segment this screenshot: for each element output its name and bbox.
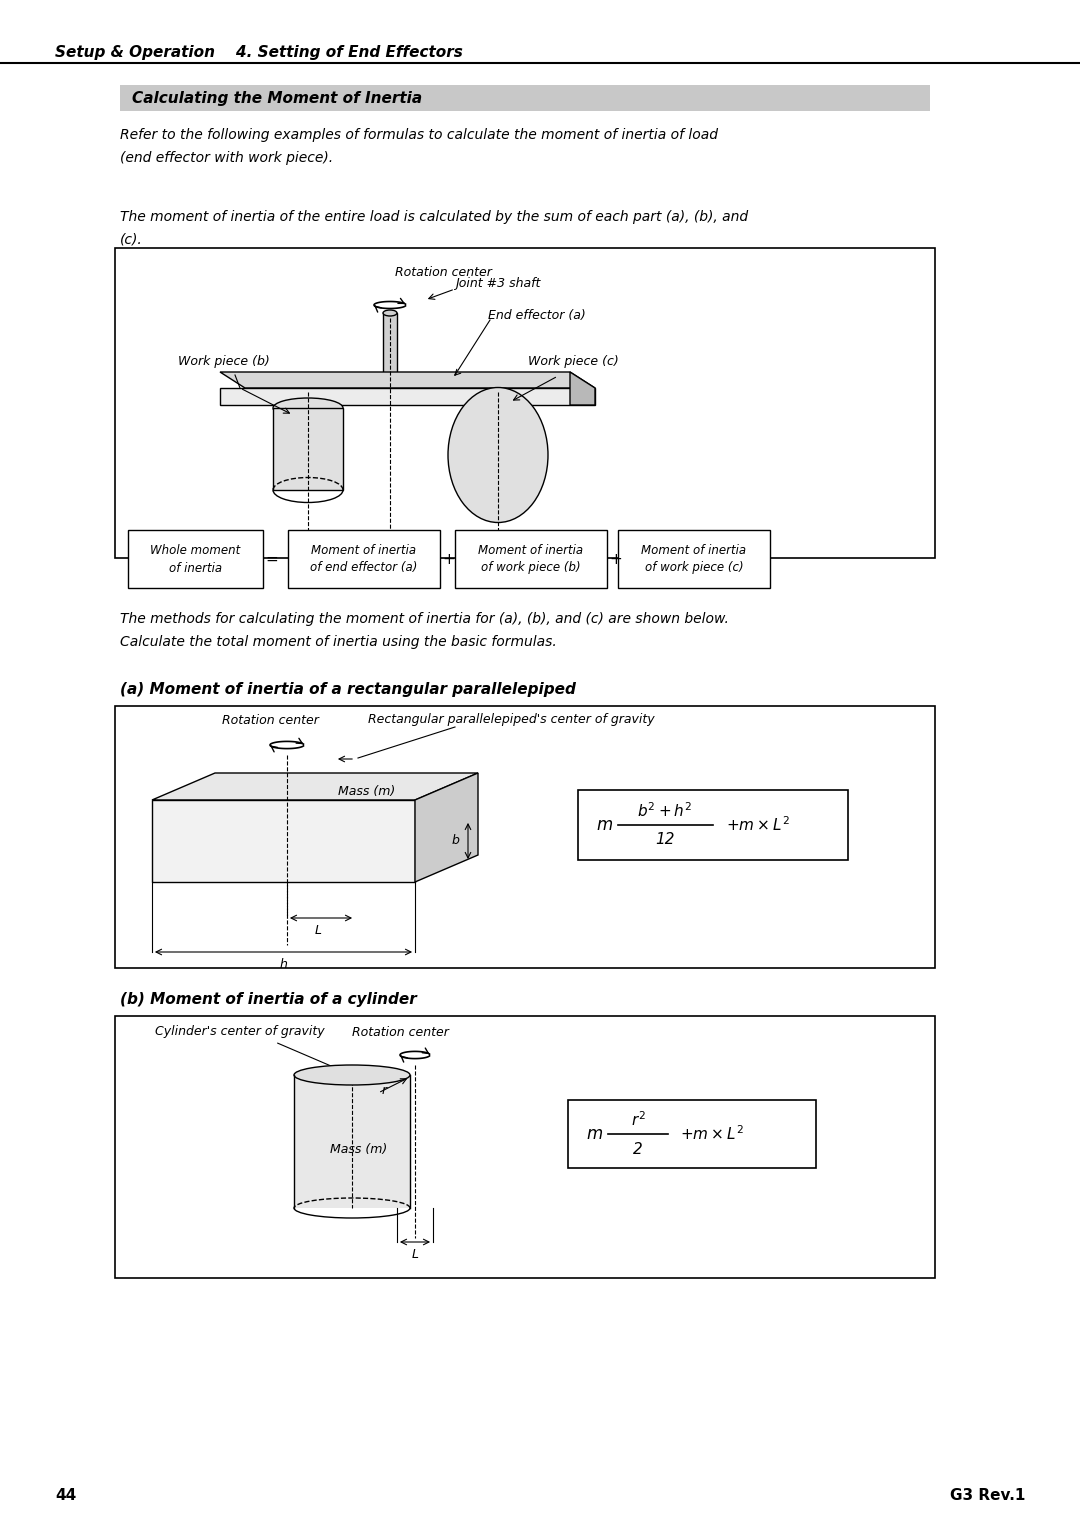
Text: Rotation center: Rotation center xyxy=(352,1026,449,1038)
Bar xyxy=(129,530,264,588)
Text: (b) Moment of inertia of a cylinder: (b) Moment of inertia of a cylinder xyxy=(120,993,417,1006)
Text: Mass (m): Mass (m) xyxy=(338,785,395,799)
Text: $+ m \times L^2$: $+ m \times L^2$ xyxy=(726,815,789,834)
Ellipse shape xyxy=(383,310,397,316)
Text: 12: 12 xyxy=(656,832,675,847)
Bar xyxy=(114,247,935,557)
Text: h: h xyxy=(279,957,287,971)
Bar xyxy=(618,530,770,588)
Polygon shape xyxy=(152,773,478,800)
Text: Moment of inertia
of end effector (a): Moment of inertia of end effector (a) xyxy=(310,544,418,574)
Text: m: m xyxy=(596,815,612,834)
Ellipse shape xyxy=(273,399,343,418)
Bar xyxy=(383,313,397,388)
Polygon shape xyxy=(294,1075,410,1208)
Text: Mass (m): Mass (m) xyxy=(330,1144,388,1156)
Text: G3 Rev.1: G3 Rev.1 xyxy=(949,1487,1025,1503)
Text: L: L xyxy=(314,924,322,938)
Polygon shape xyxy=(220,388,595,405)
Polygon shape xyxy=(570,373,595,405)
Text: Rectangular parallelepiped's center of gravity: Rectangular parallelepiped's center of g… xyxy=(368,713,654,727)
Text: Work piece (b): Work piece (b) xyxy=(178,356,270,368)
Text: Rotation center: Rotation center xyxy=(222,713,319,727)
Text: Refer to the following examples of formulas to calculate the moment of inertia o: Refer to the following examples of formu… xyxy=(120,128,718,165)
Bar xyxy=(578,789,848,860)
Text: =: = xyxy=(266,551,279,567)
Bar xyxy=(455,530,607,588)
Text: b: b xyxy=(451,834,459,846)
Ellipse shape xyxy=(448,388,548,522)
Text: m: m xyxy=(586,1125,603,1144)
Text: 2: 2 xyxy=(633,1142,643,1156)
Text: Work piece (c): Work piece (c) xyxy=(528,356,619,368)
Text: r: r xyxy=(382,1084,387,1096)
Text: (a) Moment of inertia of a rectangular parallelepiped: (a) Moment of inertia of a rectangular p… xyxy=(120,683,576,696)
Bar xyxy=(273,408,343,490)
Text: The moment of inertia of the entire load is calculated by the sum of each part (: The moment of inertia of the entire load… xyxy=(120,211,748,247)
Polygon shape xyxy=(152,800,415,883)
Text: The methods for calculating the moment of inertia for (a), (b), and (c) are show: The methods for calculating the moment o… xyxy=(120,612,729,649)
Bar xyxy=(288,530,440,588)
Text: +: + xyxy=(443,551,456,567)
Text: End effector (a): End effector (a) xyxy=(488,308,585,322)
Text: $+ m \times L^2$: $+ m \times L^2$ xyxy=(680,1125,744,1144)
Text: Rotation center: Rotation center xyxy=(395,266,491,278)
Bar xyxy=(114,705,935,968)
Text: Joint #3 shaft: Joint #3 shaft xyxy=(455,278,540,290)
Text: L: L xyxy=(411,1248,419,1261)
Text: +: + xyxy=(609,551,622,567)
Ellipse shape xyxy=(294,1064,410,1086)
Bar xyxy=(114,1015,935,1278)
Text: Setup & Operation    4. Setting of End Effectors: Setup & Operation 4. Setting of End Effe… xyxy=(55,44,463,60)
Bar xyxy=(120,86,930,111)
Text: 44: 44 xyxy=(55,1487,77,1503)
Text: Calculating the Moment of Inertia: Calculating the Moment of Inertia xyxy=(132,90,422,105)
Polygon shape xyxy=(415,773,478,883)
Text: Cylinder's center of gravity: Cylinder's center of gravity xyxy=(156,1026,325,1038)
Text: $r^2$: $r^2$ xyxy=(631,1110,646,1130)
Text: Whole moment
of inertia: Whole moment of inertia xyxy=(150,544,241,574)
Text: Moment of inertia
of work piece (c): Moment of inertia of work piece (c) xyxy=(642,544,746,574)
Text: $b^2 + h^2$: $b^2 + h^2$ xyxy=(637,802,692,820)
Polygon shape xyxy=(220,373,595,388)
Text: Moment of inertia
of work piece (b): Moment of inertia of work piece (b) xyxy=(478,544,583,574)
Bar xyxy=(568,1099,816,1168)
